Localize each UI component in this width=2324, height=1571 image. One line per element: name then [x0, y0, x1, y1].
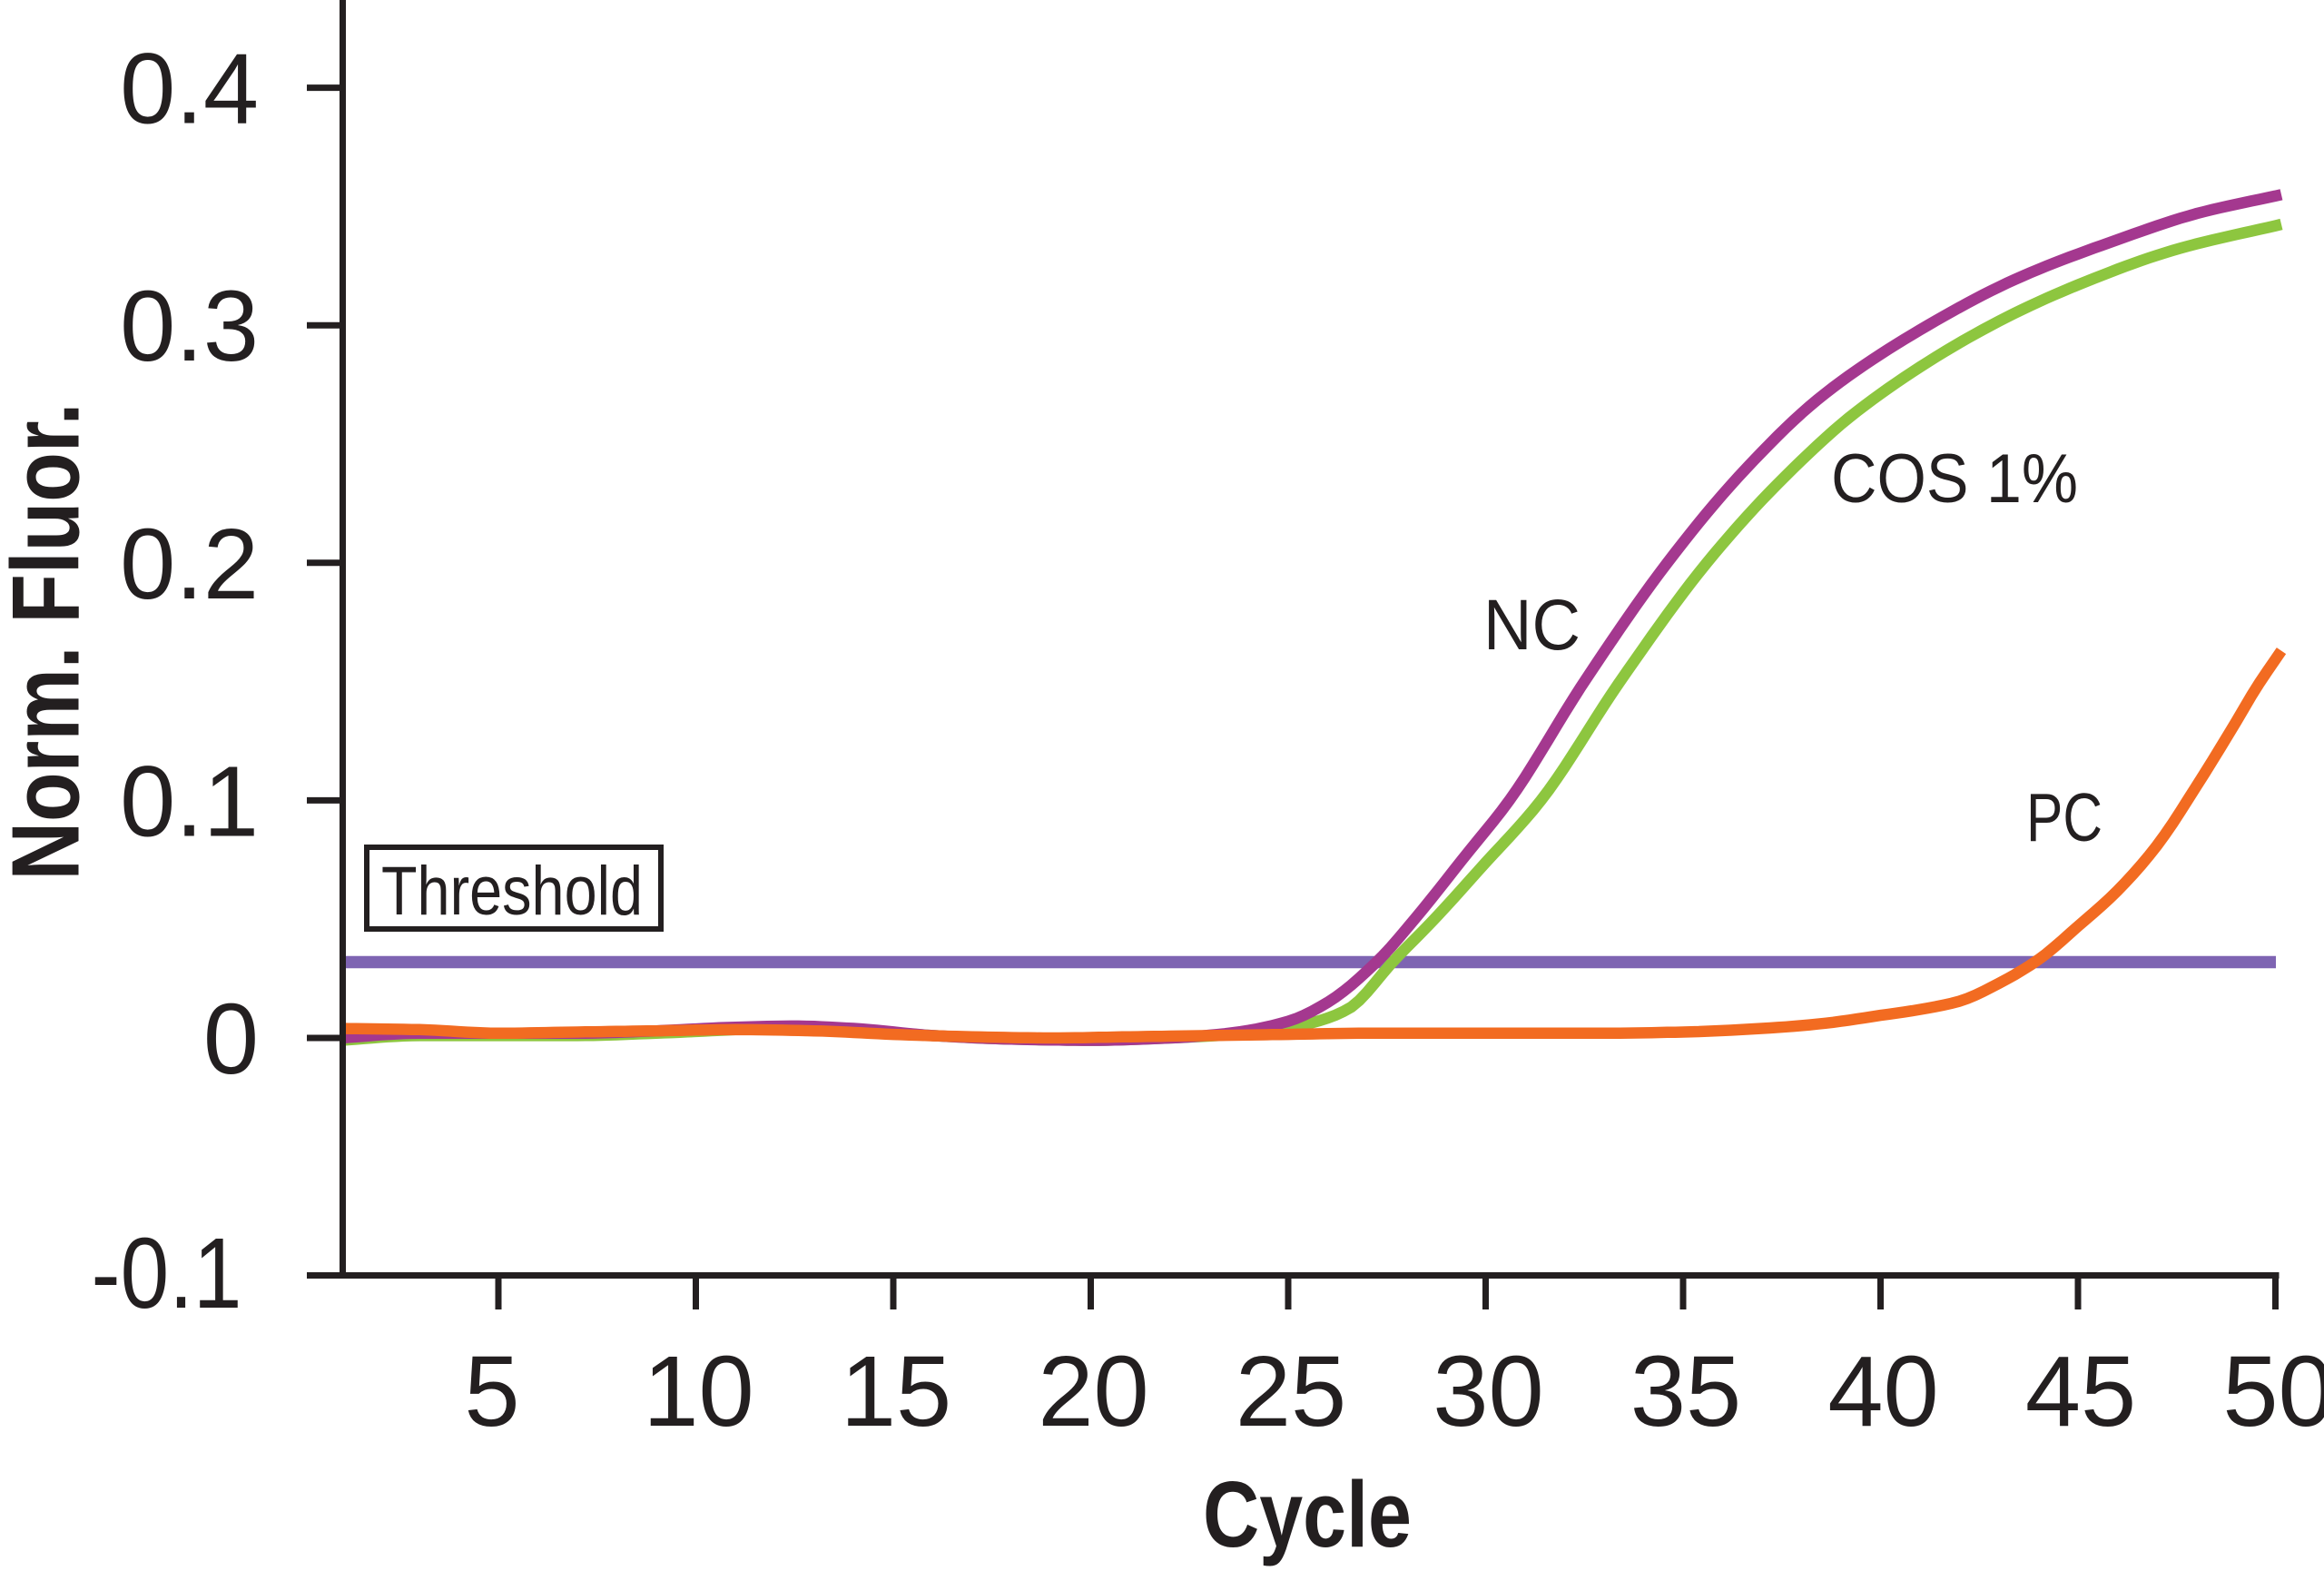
svg-text:Cycle: Cycle — [1203, 1462, 1412, 1566]
svg-text:5: 5 — [464, 1336, 519, 1447]
svg-text:10: 10 — [643, 1336, 753, 1447]
svg-text:30: 30 — [1433, 1336, 1543, 1447]
svg-text:15: 15 — [841, 1336, 951, 1447]
svg-text:0: 0 — [203, 983, 259, 1095]
svg-text:NC: NC — [1483, 584, 1581, 665]
svg-text:40: 40 — [1827, 1336, 1938, 1447]
svg-text:0.2: 0.2 — [120, 509, 259, 620]
svg-text:PC: PC — [2026, 779, 2102, 855]
svg-text:0.3: 0.3 — [120, 271, 259, 382]
svg-text:50: 50 — [2222, 1336, 2324, 1447]
svg-text:Norm. Fluor.: Norm. Fluor. — [0, 403, 100, 881]
svg-text:35: 35 — [1630, 1336, 1741, 1447]
svg-text:20: 20 — [1038, 1336, 1148, 1447]
svg-text:0.1: 0.1 — [120, 746, 259, 857]
svg-text:25: 25 — [1236, 1336, 1346, 1447]
svg-text:45: 45 — [2025, 1336, 2136, 1447]
svg-text:-0.1: -0.1 — [92, 1218, 242, 1329]
svg-text:COS 1%: COS 1% — [1831, 440, 2078, 518]
svg-text:Threshold: Threshold — [381, 853, 643, 930]
svg-text:0.4: 0.4 — [120, 34, 259, 145]
